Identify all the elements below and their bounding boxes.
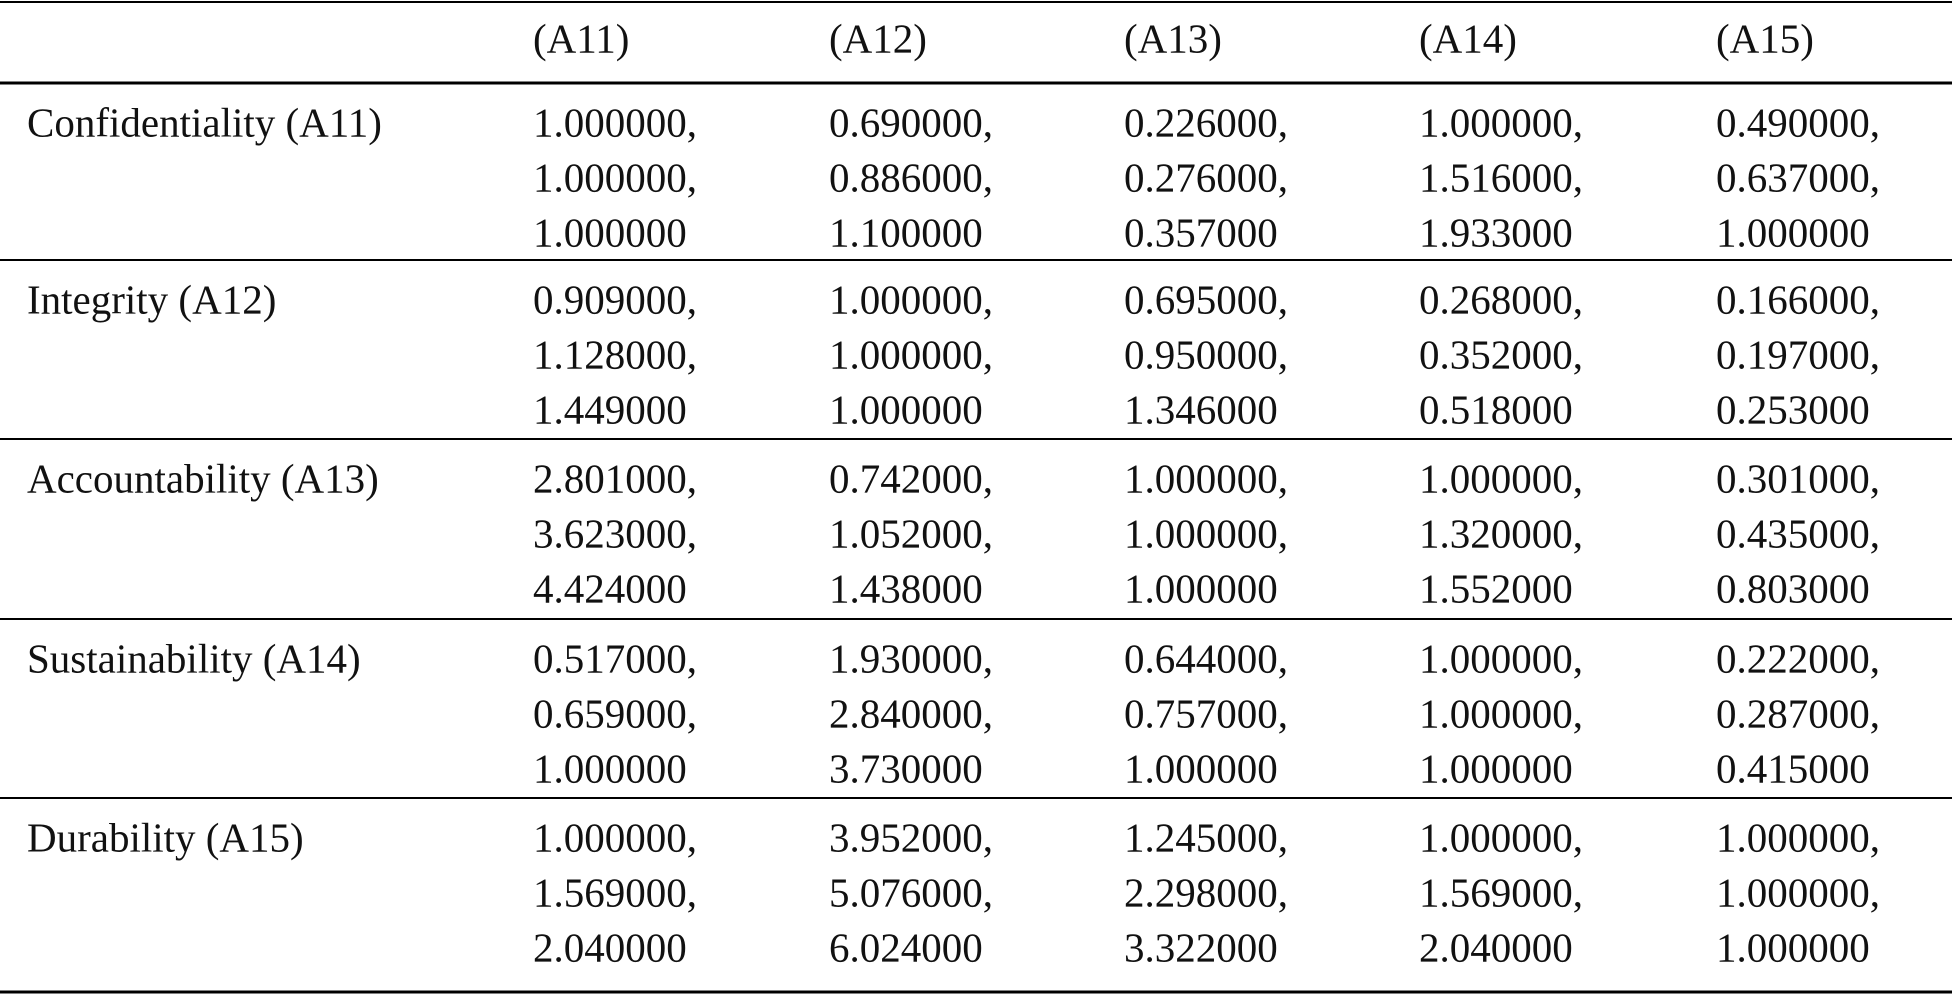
cell-value: 0.197000, <box>1716 331 1880 377</box>
cell-value: 0.757000, <box>1124 690 1288 736</box>
column-header: (A13) <box>1124 15 1222 61</box>
cell-value: 0.301000, <box>1716 455 1880 501</box>
cell-value: 0.357000 <box>1124 209 1278 255</box>
row-label: Durability (A15) <box>27 814 304 860</box>
cell-value: 1.933000 <box>1419 209 1573 255</box>
cell-value: 1.449000 <box>533 386 687 432</box>
column-header: (A11) <box>533 15 629 61</box>
cell-value: 0.950000, <box>1124 331 1288 377</box>
cell-value: 1.320000, <box>1419 510 1583 556</box>
cell-value: 1.516000, <box>1419 154 1583 200</box>
cell-value: 1.000000 <box>1124 565 1278 611</box>
cell-value: 1.569000, <box>1419 869 1583 915</box>
cell-value: 0.659000, <box>533 690 697 736</box>
cell-value: 3.730000 <box>829 745 983 791</box>
cell-value: 1.000000, <box>1419 690 1583 736</box>
cell-value: 0.435000, <box>1716 510 1880 556</box>
cell-value: 1.052000, <box>829 510 993 556</box>
cell-value: 1.000000, <box>1419 99 1583 145</box>
cell-value: 1.000000, <box>533 814 697 860</box>
cell-value: 1.346000 <box>1124 386 1278 432</box>
cell-value: 0.803000 <box>1716 565 1870 611</box>
cell-value: 0.490000, <box>1716 99 1880 145</box>
cell-value: 0.226000, <box>1124 99 1288 145</box>
cell-value: 0.415000 <box>1716 745 1870 791</box>
row-label: Accountability (A13) <box>27 455 379 501</box>
cell-value: 4.424000 <box>533 565 687 611</box>
column-header: (A12) <box>829 15 927 61</box>
cell-value: 1.128000, <box>533 331 697 377</box>
cell-value: 1.000000, <box>1716 869 1880 915</box>
row-label: Integrity (A12) <box>27 276 276 322</box>
cell-value: 0.287000, <box>1716 690 1880 736</box>
cell-value: 1.552000 <box>1419 565 1573 611</box>
cell-value: 0.518000 <box>1419 386 1573 432</box>
cell-value: 6.024000 <box>829 924 983 970</box>
cell-value: 0.166000, <box>1716 276 1880 322</box>
row-label: Sustainability (A14) <box>27 635 361 681</box>
cell-value: 3.623000, <box>533 510 697 556</box>
cell-value: 1.000000, <box>1716 814 1880 860</box>
cell-value: 1.000000, <box>1419 814 1583 860</box>
cell-value: 2.040000 <box>533 924 687 970</box>
cell-value: 3.952000, <box>829 814 993 860</box>
cell-value: 1.000000 <box>1124 745 1278 791</box>
cell-value: 1.000000 <box>1716 209 1870 255</box>
cell-value: 0.644000, <box>1124 635 1288 681</box>
cell-value: 0.268000, <box>1419 276 1583 322</box>
cell-value: 0.352000, <box>1419 331 1583 377</box>
cell-value: 1.100000 <box>829 209 983 255</box>
cell-value: 0.276000, <box>1124 154 1288 200</box>
row-label: Confidentiality (A11) <box>27 99 382 145</box>
cell-value: 5.076000, <box>829 869 993 915</box>
cell-value: 1.000000 <box>1419 745 1573 791</box>
cell-value: 1.000000, <box>533 154 697 200</box>
column-header: (A14) <box>1419 15 1517 61</box>
cell-value: 0.253000 <box>1716 386 1870 432</box>
cell-value: 0.222000, <box>1716 635 1880 681</box>
cell-value: 1.000000, <box>1124 510 1288 556</box>
cell-value: 1.000000 <box>533 209 687 255</box>
cell-value: 0.886000, <box>829 154 993 200</box>
cell-value: 2.840000, <box>829 690 993 736</box>
column-header: (A15) <box>1716 15 1814 61</box>
cell-value: 2.801000, <box>533 455 697 501</box>
cell-value: 1.000000, <box>1419 635 1583 681</box>
cell-value: 0.909000, <box>533 276 697 322</box>
cell-value: 1.000000, <box>533 99 697 145</box>
cell-value: 1.000000 <box>1716 924 1870 970</box>
cell-value: 1.000000, <box>829 276 993 322</box>
cell-value: 1.000000, <box>1419 455 1583 501</box>
cell-value: 0.637000, <box>1716 154 1880 200</box>
cell-value: 1.930000, <box>829 635 993 681</box>
cell-value: 1.000000, <box>1124 455 1288 501</box>
cell-value: 3.322000 <box>1124 924 1278 970</box>
cell-value: 0.690000, <box>829 99 993 145</box>
cell-value: 2.040000 <box>1419 924 1573 970</box>
cell-value: 1.000000, <box>829 331 993 377</box>
cell-value: 0.695000, <box>1124 276 1288 322</box>
cell-value: 1.438000 <box>829 565 983 611</box>
cell-value: 0.517000, <box>533 635 697 681</box>
cell-value: 2.298000, <box>1124 869 1288 915</box>
cell-value: 1.000000 <box>533 745 687 791</box>
cell-value: 1.245000, <box>1124 814 1288 860</box>
cell-value: 1.000000 <box>829 386 983 432</box>
cell-value: 0.742000, <box>829 455 993 501</box>
cell-value: 1.569000, <box>533 869 697 915</box>
